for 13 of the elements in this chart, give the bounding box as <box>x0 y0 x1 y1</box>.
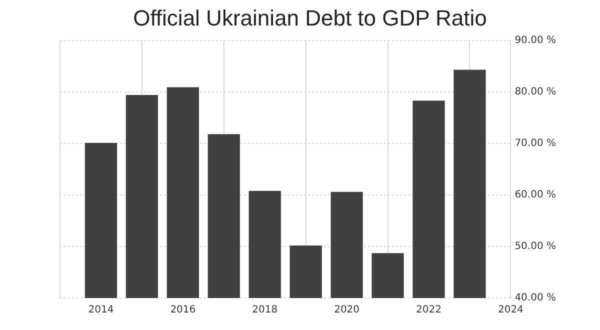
x-tick-label: 2018 <box>252 304 278 316</box>
y-tick-label: 70.00 % <box>514 138 556 150</box>
x-tick-label: 2020 <box>334 304 360 316</box>
x-tick-label: 2016 <box>170 304 196 316</box>
y-tick-label: 90.00 % <box>514 34 556 46</box>
y-tick-label: 50.00 % <box>514 241 556 252</box>
y-tick-label: 60.00 % <box>514 190 556 201</box>
x-tick-label: 2014 <box>88 304 114 316</box>
x-tick-label: 2022 <box>416 304 442 316</box>
y-tick-label: 40.00 % <box>514 292 556 304</box>
chart-title: Official Ukrainian Debt to GDP Ratio <box>133 5 487 30</box>
x-tick-label: 2024 <box>498 304 524 316</box>
y-tick-label: 80.00 % <box>514 86 556 98</box>
